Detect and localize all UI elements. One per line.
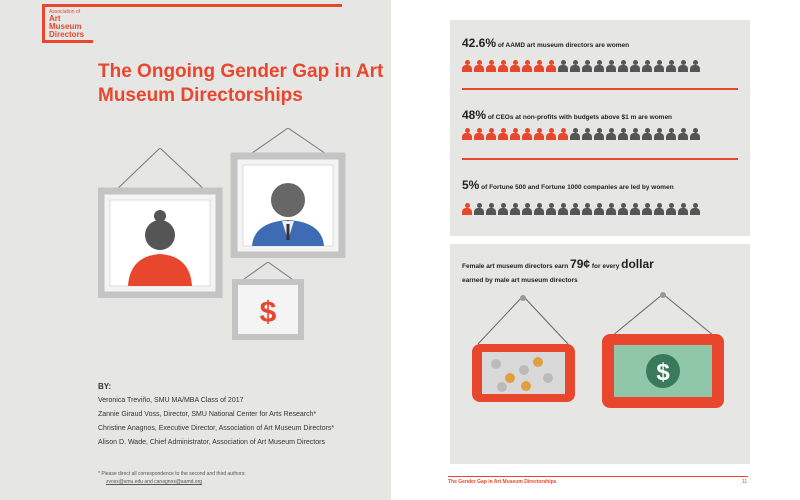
page-title: The Ongoing Gender Gap in Art Museum Dir… xyxy=(98,61,384,106)
man-figure-icon xyxy=(690,203,700,215)
man-figure-icon xyxy=(558,60,568,72)
coin-icon xyxy=(505,373,515,383)
man-figure-icon xyxy=(618,60,628,72)
logo-rule xyxy=(42,4,342,7)
people-row xyxy=(462,203,700,215)
coin-icon xyxy=(521,381,531,391)
man-figure-icon xyxy=(582,128,592,140)
man-figure-icon xyxy=(594,203,604,215)
woman-figure-icon xyxy=(462,128,472,140)
dollar-bill-frame: $ xyxy=(602,292,724,408)
man-figure-icon xyxy=(630,60,640,72)
man-figure-icon xyxy=(510,203,520,215)
dollar-sign-icon: $ xyxy=(260,296,277,329)
woman-figure-icon xyxy=(522,128,532,140)
divider xyxy=(462,88,738,90)
woman-figure-icon xyxy=(486,128,496,140)
man-figure-icon xyxy=(666,60,676,72)
by-label: BY: xyxy=(98,382,112,391)
correspondence-note: * Please direct all correspondence to th… xyxy=(98,471,246,485)
man-portrait-frame xyxy=(230,128,346,258)
stat-line: 5% of Fortune 500 and Fortune 1000 compa… xyxy=(462,178,674,192)
man-figure-icon xyxy=(630,128,640,140)
man-figure-icon xyxy=(666,128,676,140)
aamd-logo: Association of Art Museum Directors xyxy=(42,4,93,43)
man-figure-icon xyxy=(558,203,568,215)
woman-figure-icon xyxy=(510,128,520,140)
woman-figure-icon xyxy=(462,60,472,72)
man-figure-icon xyxy=(642,203,652,215)
woman-figure-icon xyxy=(534,60,544,72)
dollar-sign-frame: $ xyxy=(232,262,304,340)
man-figure-icon xyxy=(654,128,664,140)
woman-figure-icon xyxy=(534,128,544,140)
people-row xyxy=(462,128,700,140)
woman-figure-icon xyxy=(462,203,472,215)
page-number: 11 xyxy=(742,479,748,485)
man-figure-icon xyxy=(654,203,664,215)
left-page: Association of Art Museum Directors The On… xyxy=(0,0,391,500)
divider xyxy=(462,158,738,160)
man-figure-icon xyxy=(642,128,652,140)
man-figure-icon xyxy=(570,60,580,72)
stat-line: 42.6% of AAMD art museum directors are w… xyxy=(462,36,630,50)
man-figure-icon xyxy=(570,203,580,215)
stat-line: 48% of CEOs at non-profits with budgets … xyxy=(462,108,673,122)
man-figure-icon xyxy=(678,60,688,72)
man-figure-icon xyxy=(606,60,616,72)
coin-icon xyxy=(497,382,507,392)
woman-figure-icon xyxy=(474,60,484,72)
man-figure-icon xyxy=(630,203,640,215)
coins-frame xyxy=(472,295,575,402)
author-line: Alison D. Wade, Chief Administrator, Ass… xyxy=(98,439,325,446)
coin-icon xyxy=(491,359,501,369)
man-figure-icon xyxy=(486,203,496,215)
author-line: Zannie Giraud Voss, Director, SMU Nation… xyxy=(98,411,317,418)
woman-figure-icon xyxy=(522,60,532,72)
woman-portrait-frame xyxy=(98,148,223,298)
man-figure-icon xyxy=(690,60,700,72)
man-figure-icon xyxy=(594,128,604,140)
coin-icon xyxy=(543,373,553,383)
coin-icon xyxy=(519,365,529,375)
woman-figure-icon xyxy=(558,128,568,140)
man-figure-icon xyxy=(618,128,628,140)
man-figure-icon xyxy=(690,128,700,140)
woman-figure-icon xyxy=(546,60,556,72)
man-figure-icon xyxy=(546,203,556,215)
woman-figure-icon xyxy=(474,128,484,140)
authors-block: BY: Veronica Treviño, SMU MA/MBA Class o… xyxy=(98,380,334,450)
woman-figure-icon xyxy=(498,60,508,72)
man-figure-icon xyxy=(678,203,688,215)
man-figure-icon xyxy=(606,203,616,215)
coin-icon xyxy=(533,357,543,367)
man-figure-icon xyxy=(594,60,604,72)
pay-gap-text: Female art museum directors earn 79¢ for… xyxy=(462,257,654,284)
footer-title: The Gender Gap in Art Museum Directorshi… xyxy=(448,479,557,485)
woman-figure-icon xyxy=(510,60,520,72)
man-figure-icon xyxy=(582,203,592,215)
man-figure-icon xyxy=(606,128,616,140)
author-line: Veronica Treviño, SMU MA/MBA Class of 20… xyxy=(98,397,244,404)
woman-figure-icon xyxy=(546,128,556,140)
footer-rule xyxy=(448,476,748,477)
man-figure-icon xyxy=(534,203,544,215)
author-line: Christine Anagnos, Executive Director, A… xyxy=(98,425,335,432)
man-figure-icon xyxy=(666,203,676,215)
man-figure-icon xyxy=(498,203,508,215)
man-figure-icon xyxy=(618,203,628,215)
woman-figure-icon xyxy=(486,60,496,72)
man-figure-icon xyxy=(474,203,484,215)
woman-figure-icon xyxy=(498,128,508,140)
man-figure-icon xyxy=(570,128,580,140)
dollar-sign-icon: $ xyxy=(656,359,670,386)
man-figure-icon xyxy=(654,60,664,72)
man-figure-icon xyxy=(582,60,592,72)
man-figure-icon xyxy=(642,60,652,72)
man-figure-icon xyxy=(522,203,532,215)
people-row xyxy=(462,60,700,72)
man-figure-icon xyxy=(678,128,688,140)
